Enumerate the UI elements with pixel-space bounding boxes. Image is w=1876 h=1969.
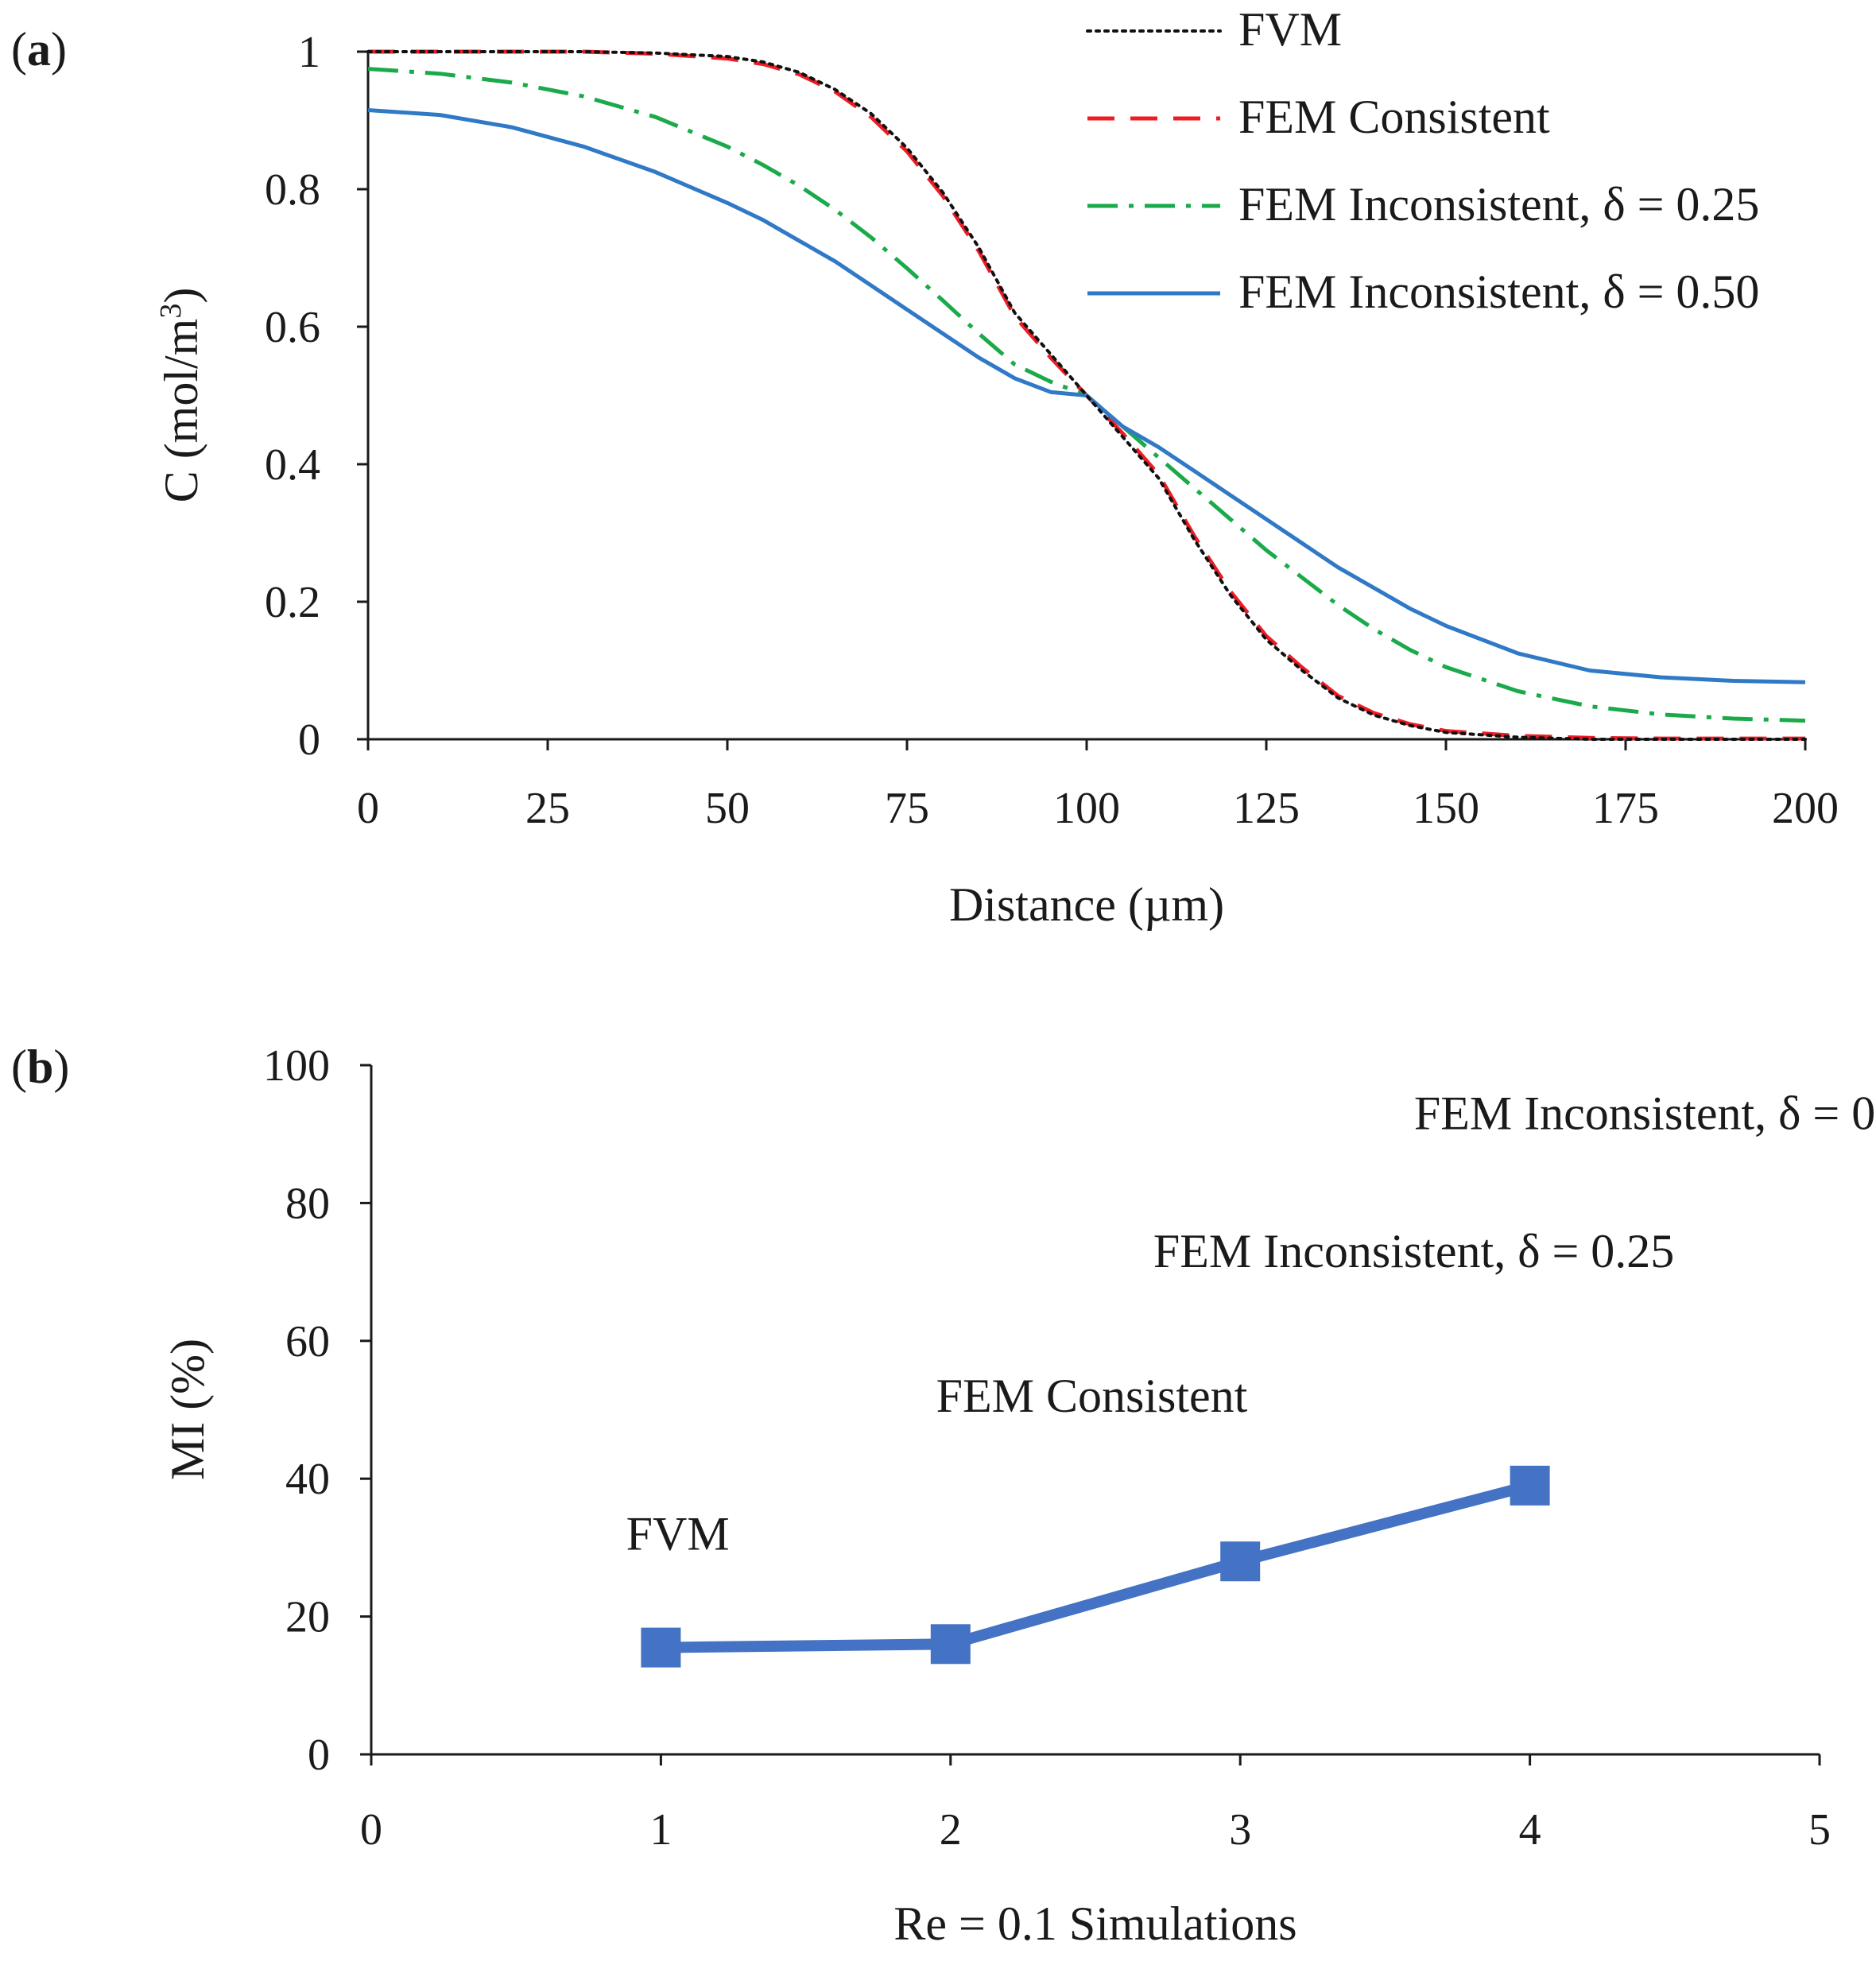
- panel-b-x-axis-title: Re = 0.1 Simulations: [893, 1897, 1297, 1950]
- panel-a-x-tick-label: 100: [1053, 784, 1120, 833]
- legend-label: FEM Consistent: [1238, 91, 1550, 143]
- series-line-mi: [661, 1480, 1532, 1653]
- panel-b-x-tick-label: 1: [649, 1805, 672, 1855]
- panel-a-plot-area: 0 25 50 75 100 125 150 175 200 0 0.2 0.4 0.6 0.8 1: [265, 28, 1839, 833]
- panel-a-y-axis-title: C (mol/m3): [154, 288, 207, 503]
- annotation-fvm: FVM: [626, 1508, 730, 1560]
- annotation-fem-inconsistent-0-50: FEM Inconsistent, δ = 0.50: [1414, 1087, 1876, 1140]
- panel-a-y-tick-label: 0.8: [265, 165, 320, 215]
- panel-b-y-tick-label: 60: [285, 1317, 330, 1366]
- panel-a-series-group: [366, 49, 1807, 741]
- panel-b-y-tick-label: 40: [285, 1455, 330, 1504]
- panel-b-x-tick-label: 3: [1229, 1805, 1251, 1855]
- panel-a-y-tick-label: 0.2: [265, 578, 320, 627]
- data-point-marker: [930, 1624, 971, 1665]
- panel-a-x-tick-label: 125: [1233, 784, 1300, 833]
- panel-a-y-tick-label: 0: [298, 715, 320, 765]
- panel-b-plot-area: 0 1 2 3 4 5 0 20 40 60 80 100 FVM FEM Consistent FEM…: [263, 1041, 1876, 1855]
- panel-a-legend: FVM FEM Consistent FEM Inconsistent, δ = 0…: [1086, 3, 1759, 318]
- data-point-marker: [1510, 1465, 1550, 1506]
- panel-a-y-ticks: 0 0.2 0.4 0.6 0.8 1: [265, 28, 368, 765]
- panel-b-series-group: [641, 1465, 1550, 1668]
- panel-b-y-tick-label: 20: [285, 1593, 330, 1642]
- legend-label: FEM Inconsistent, δ = 0.25: [1238, 178, 1759, 231]
- panel-a-x-tick-label: 50: [705, 784, 750, 833]
- legend-item-fvm: FVM: [1086, 3, 1342, 56]
- legend-item-fem-consistent: FEM Consistent: [1087, 91, 1550, 143]
- panel-b-label: (b): [11, 1041, 69, 1093]
- panel-b-x-tick-label: 2: [940, 1805, 962, 1855]
- legend-label: FVM: [1238, 3, 1342, 56]
- panel-a-x-tick-label: 175: [1592, 784, 1659, 833]
- panel-a-x-tick-label: 200: [1772, 784, 1839, 833]
- panel-b-y-tick-label: 100: [263, 1041, 330, 1091]
- data-point-marker: [641, 1627, 681, 1668]
- panel-b-x-ticks: 0 1 2 3 4 5: [360, 1754, 1831, 1855]
- panel-b-annotations: FVM FEM Consistent FEM Inconsistent, δ = 0…: [626, 1087, 1876, 1560]
- panel-b-x-tick-label: 5: [1808, 1805, 1831, 1855]
- panel-a-x-tick-label: 75: [885, 784, 929, 833]
- legend-item-fem-inconsistent-0-25: FEM Inconsistent, δ = 0.25: [1087, 178, 1759, 231]
- panel-b-y-tick-label: 80: [285, 1179, 330, 1228]
- legend-label: FEM Inconsistent, δ = 0.50: [1238, 266, 1759, 318]
- panel-b-y-tick-label: 0: [308, 1731, 330, 1780]
- legend-item-fem-inconsistent-0-50: FEM Inconsistent, δ = 0.50: [1087, 266, 1759, 318]
- panel-a-chart: (a) 0 25 50 75 100 125 150 175 200 0 0.2 0.4 0.6 0.8…: [11, 3, 1839, 931]
- annotation-fem-inconsistent-0-25: FEM Inconsistent, δ = 0.25: [1153, 1225, 1674, 1277]
- panel-a-x-tick-label: 0: [357, 784, 379, 833]
- panel-b-x-tick-label: 0: [360, 1805, 382, 1855]
- panel-b-chart: (b) 0 1 2 3 4 5 0 20 40 60 80 100 FVM FEM Consisten…: [11, 1041, 1876, 1950]
- panel-a-x-tick-label: 150: [1413, 784, 1479, 833]
- panel-a-x-tick-label: 25: [525, 784, 570, 833]
- annotation-fem-consistent: FEM Consistent: [936, 1370, 1248, 1422]
- panel-b-x-tick-label: 4: [1519, 1805, 1541, 1855]
- panel-a-y-tick-label: 0.6: [265, 303, 320, 352]
- panel-b-y-axis-title: MI (%): [161, 1339, 214, 1480]
- panel-a-y-tick-label: 1: [298, 28, 320, 77]
- panel-b-y-ticks: 0 20 40 60 80 100: [263, 1041, 371, 1780]
- panel-a-y-tick-label: 0.4: [265, 440, 320, 490]
- series-line-fvm: [366, 50, 1807, 741]
- data-point-marker: [1220, 1541, 1261, 1582]
- panel-a-label: (a): [11, 23, 67, 76]
- panel-a-x-axis-title: Distance (µm): [949, 878, 1224, 931]
- panel-a-x-ticks: 0 25 50 75 100 125 150 175 200: [357, 739, 1839, 833]
